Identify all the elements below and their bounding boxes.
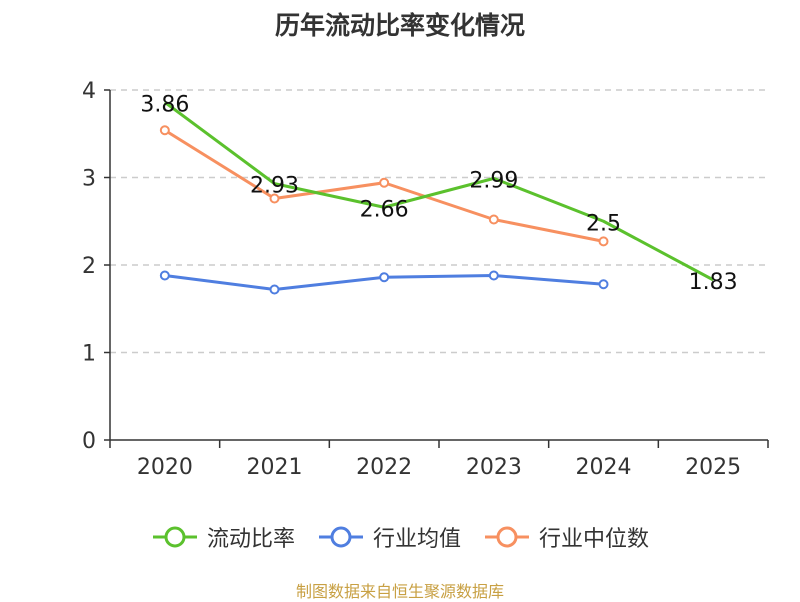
x-tick-label: 2022 [356,455,412,480]
legend: 流动比率 行业均值 行业中位数 [0,521,800,553]
y-tick-label: 3 [82,167,96,192]
data-point [488,270,499,281]
data-labels: 3.86 2.93 2.66 2.99 2.5 1.83 [140,92,737,295]
data-label: 2.66 [360,197,409,222]
data-point [488,214,499,225]
data-label: 2.93 [250,174,299,199]
grid-lines [110,89,768,354]
legend-item-industry-mean[interactable]: 行业均值 [317,521,461,553]
legend-line-marker-icon [318,526,363,548]
x-tick-label: 2023 [466,455,522,480]
data-point [598,236,609,247]
legend-item-industry-median[interactable]: 行业中位数 [483,521,649,553]
legend-label: 行业中位数 [539,527,650,552]
x-tick-label: 2024 [576,455,632,480]
data-label: 3.86 [140,92,189,117]
legend-label: 流动比率 [206,527,295,552]
x-tick-label: 2025 [685,455,741,480]
line-chart: 0 1 2 3 4 2020 2021 2022 2023 2024 2025 3.86 2.93 2.… [82,79,769,480]
data-point [379,177,390,188]
series-lines [159,101,714,295]
data-label: 2.5 [586,211,621,236]
legend-line-marker-icon [152,526,197,548]
data-source-note: 制图数据来自恒生聚源数据库 [295,582,504,601]
axes: 0 1 2 3 4 2020 2021 2022 2023 2024 2025 [82,79,769,480]
legend-line-marker-icon [485,526,529,548]
legend-item-current-ratio[interactable]: 流动比率 [151,521,295,553]
y-tick-label: 2 [82,254,96,279]
data-label: 1.83 [689,270,738,295]
series-line [163,101,714,282]
data-point [379,272,390,283]
chart-title: 历年流动比率变化情况 [274,11,525,40]
data-point [269,193,280,204]
data-label: 2.99 [469,168,518,193]
data-point [269,284,280,295]
y-tick-label: 0 [82,429,96,454]
data-point [598,279,609,290]
y-tick-label: 1 [82,342,96,367]
y-tick-label: 4 [82,79,96,104]
legend-label: 行业均值 [372,527,461,552]
data-point [159,125,170,136]
x-tick-label: 2021 [247,455,303,480]
data-point [159,270,170,281]
x-tick-label: 2020 [137,455,193,480]
